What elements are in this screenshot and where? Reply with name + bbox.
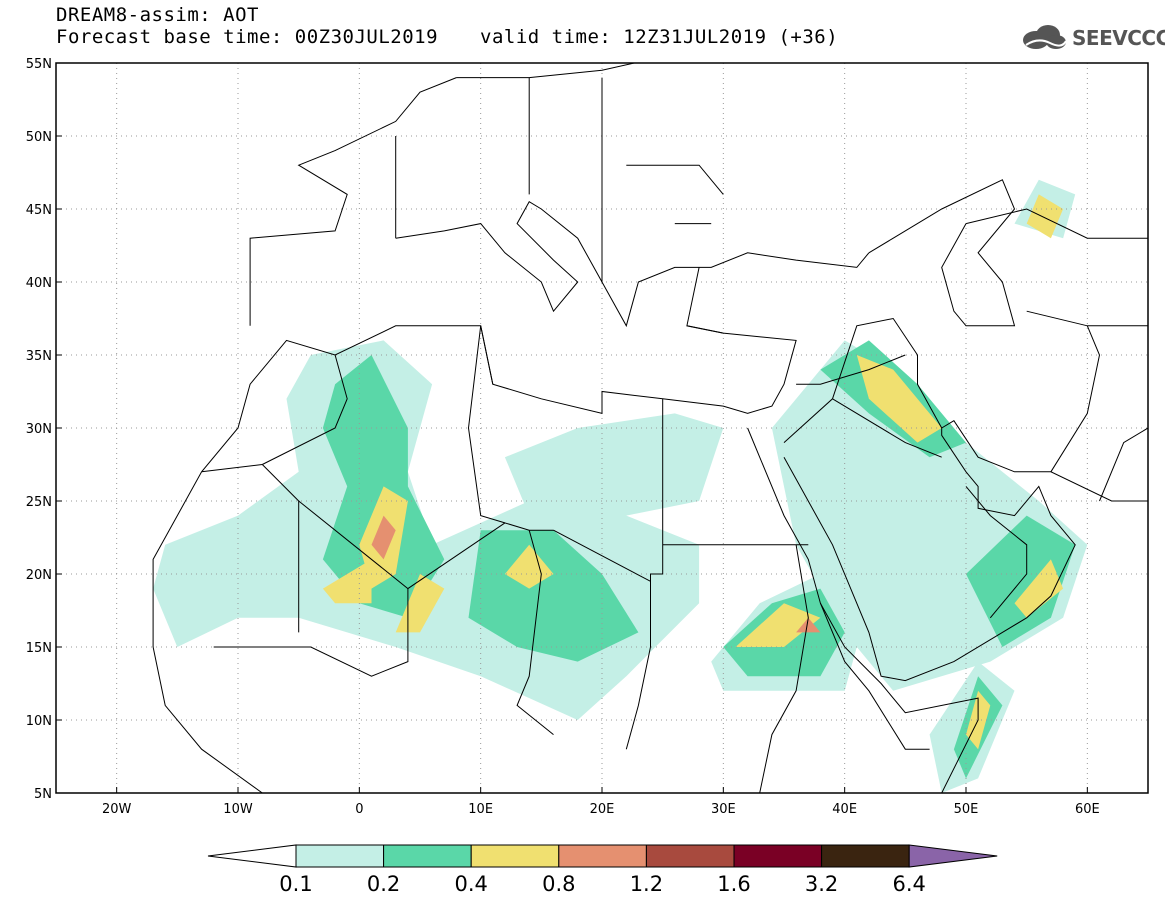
lat-label: 25N: [26, 495, 52, 510]
border-line: [625, 646, 651, 750]
border-line: [152, 325, 797, 647]
lat-label: 45N: [26, 203, 52, 218]
colorbar-high-triangle: [908, 844, 998, 868]
aot-region: [735, 603, 821, 647]
border-line: [249, 77, 457, 326]
forecast-base-time: Forecast base time: 00Z30JUL2019: [56, 26, 439, 48]
colorbar-label: 0.4: [454, 872, 487, 896]
aot-region: [1014, 559, 1064, 618]
border-line: [152, 646, 323, 793]
logo-text: SEEVCCC: [1072, 26, 1165, 50]
colorbar-low-triangle: [207, 844, 297, 868]
lat-label: 40N: [26, 276, 52, 291]
border-line: [650, 398, 664, 647]
border-line: [759, 544, 809, 793]
border-line: [868, 179, 1016, 327]
aot-region: [504, 413, 724, 516]
colorbar-box: [558, 844, 647, 868]
border-line: [467, 325, 506, 524]
colorbar-box: [733, 844, 823, 868]
colorbar-box: [295, 844, 385, 868]
aot-region: [322, 559, 372, 604]
border-line: [553, 529, 651, 582]
border-line: [626, 164, 724, 195]
lon-label: 10E: [468, 802, 493, 817]
lon-label: 30E: [711, 802, 736, 817]
aot-region: [796, 617, 821, 633]
border-line: [395, 201, 870, 328]
lon-label: 50E: [954, 802, 979, 817]
border-line: [965, 486, 1028, 619]
border-line: [783, 420, 1148, 682]
lat-label: 55N: [26, 57, 52, 72]
colorbar-box: [645, 844, 735, 868]
colorbar-box: [821, 844, 910, 868]
aot-field: [153, 179, 1088, 793]
lat-label: 30N: [26, 422, 52, 437]
colorbar-label: 0.8: [542, 872, 575, 896]
longitude-labels: 20W 10W 0 10E 20E 30E 40E 50E 60E: [102, 787, 1100, 817]
border-line: [213, 588, 409, 677]
colorbar-label: 1.6: [717, 872, 750, 896]
cloud-icon: [1023, 25, 1067, 49]
lon-label: 20E: [590, 802, 615, 817]
border-line: [1099, 427, 1148, 502]
border-line: [832, 398, 942, 458]
lat-label: 10N: [26, 714, 52, 729]
colorbar-label: 0.2: [367, 872, 400, 896]
border-line: [201, 464, 263, 473]
country-borders: [152, 63, 1148, 793]
lon-label: 0: [355, 802, 363, 817]
colorbar-label: 1.2: [630, 872, 663, 896]
lon-label: 60E: [1075, 802, 1100, 817]
colorbar: 0.1 0.2 0.4 0.8 1.2 1.6 3.2 6.4: [207, 844, 998, 896]
colorbar-label: 6.4: [892, 872, 925, 896]
lat-label: 5N: [34, 787, 52, 802]
border-line: [686, 267, 724, 334]
latitude-labels: 55N 50N 45N 40N 35N 30N 25N 20N 15N 10N 5N: [26, 57, 62, 802]
lon-label: 40E: [832, 802, 857, 817]
border-line: [796, 354, 906, 385]
colorbar-box: [383, 844, 472, 868]
lat-label: 15N: [26, 641, 52, 656]
border-line: [747, 427, 979, 793]
lon-label: 10W: [223, 802, 253, 817]
border-line: [516, 530, 554, 735]
aot-region: [1026, 194, 1064, 239]
lat-label: 20N: [26, 568, 52, 583]
border-line: [965, 208, 1148, 239]
border-line: [1050, 325, 1101, 473]
map-title: DREAM8-assim: AOT: [56, 4, 259, 26]
border-line: [262, 354, 348, 465]
colorbar-label: 3.2: [805, 872, 838, 896]
aot-region: [371, 515, 396, 560]
colorbar-label: 0.1: [279, 872, 312, 896]
aot-region: [468, 530, 639, 662]
aot-region: [856, 355, 942, 443]
valid-time: valid time: 12Z31JUL2019 (+36): [480, 26, 839, 48]
seevccc-logo: SEEVCCC: [1018, 22, 1165, 54]
border-line: [480, 325, 494, 385]
aot-region: [322, 355, 445, 618]
border-line: [819, 603, 930, 750]
lon-label: 20W: [102, 802, 132, 817]
border-line: [456, 63, 637, 79]
lat-label: 50N: [26, 130, 52, 145]
colorbar-box: [470, 844, 560, 868]
lat-label: 35N: [26, 349, 52, 364]
